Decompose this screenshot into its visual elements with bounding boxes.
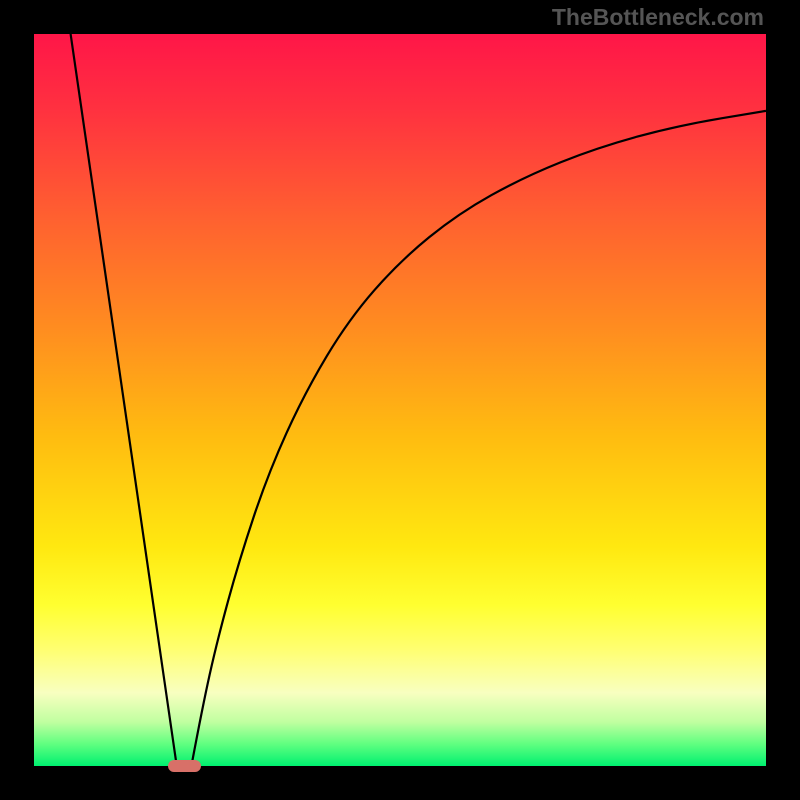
- curve-layer: [34, 34, 766, 766]
- minimum-marker: [168, 760, 201, 772]
- plot-area: [34, 34, 766, 766]
- right-rising-curve: [191, 111, 766, 766]
- watermark-text: TheBottleneck.com: [552, 4, 764, 31]
- left-descending-line: [71, 34, 177, 766]
- chart-container: TheBottleneck.com: [0, 0, 800, 800]
